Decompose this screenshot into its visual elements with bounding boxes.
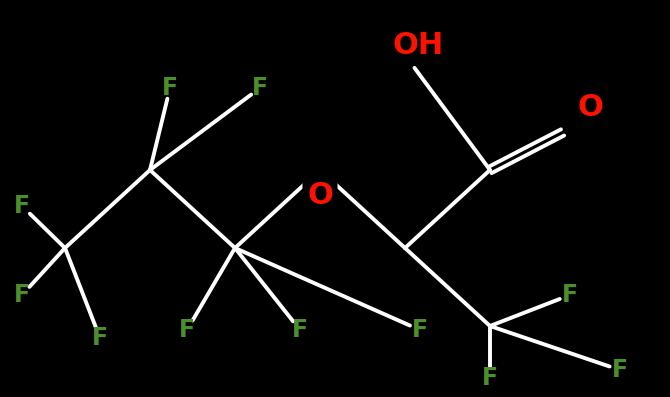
Text: OH: OH bbox=[393, 31, 444, 60]
Text: F: F bbox=[412, 318, 428, 342]
Text: F: F bbox=[92, 326, 108, 350]
Text: F: F bbox=[14, 283, 30, 307]
Text: F: F bbox=[292, 318, 308, 342]
Text: F: F bbox=[562, 283, 578, 307]
Text: F: F bbox=[162, 76, 178, 100]
Text: O: O bbox=[307, 181, 333, 210]
Text: F: F bbox=[252, 76, 268, 100]
Text: F: F bbox=[612, 358, 628, 382]
Text: F: F bbox=[14, 194, 30, 218]
Text: F: F bbox=[482, 366, 498, 390]
Text: O: O bbox=[577, 94, 603, 123]
Text: F: F bbox=[179, 318, 195, 342]
